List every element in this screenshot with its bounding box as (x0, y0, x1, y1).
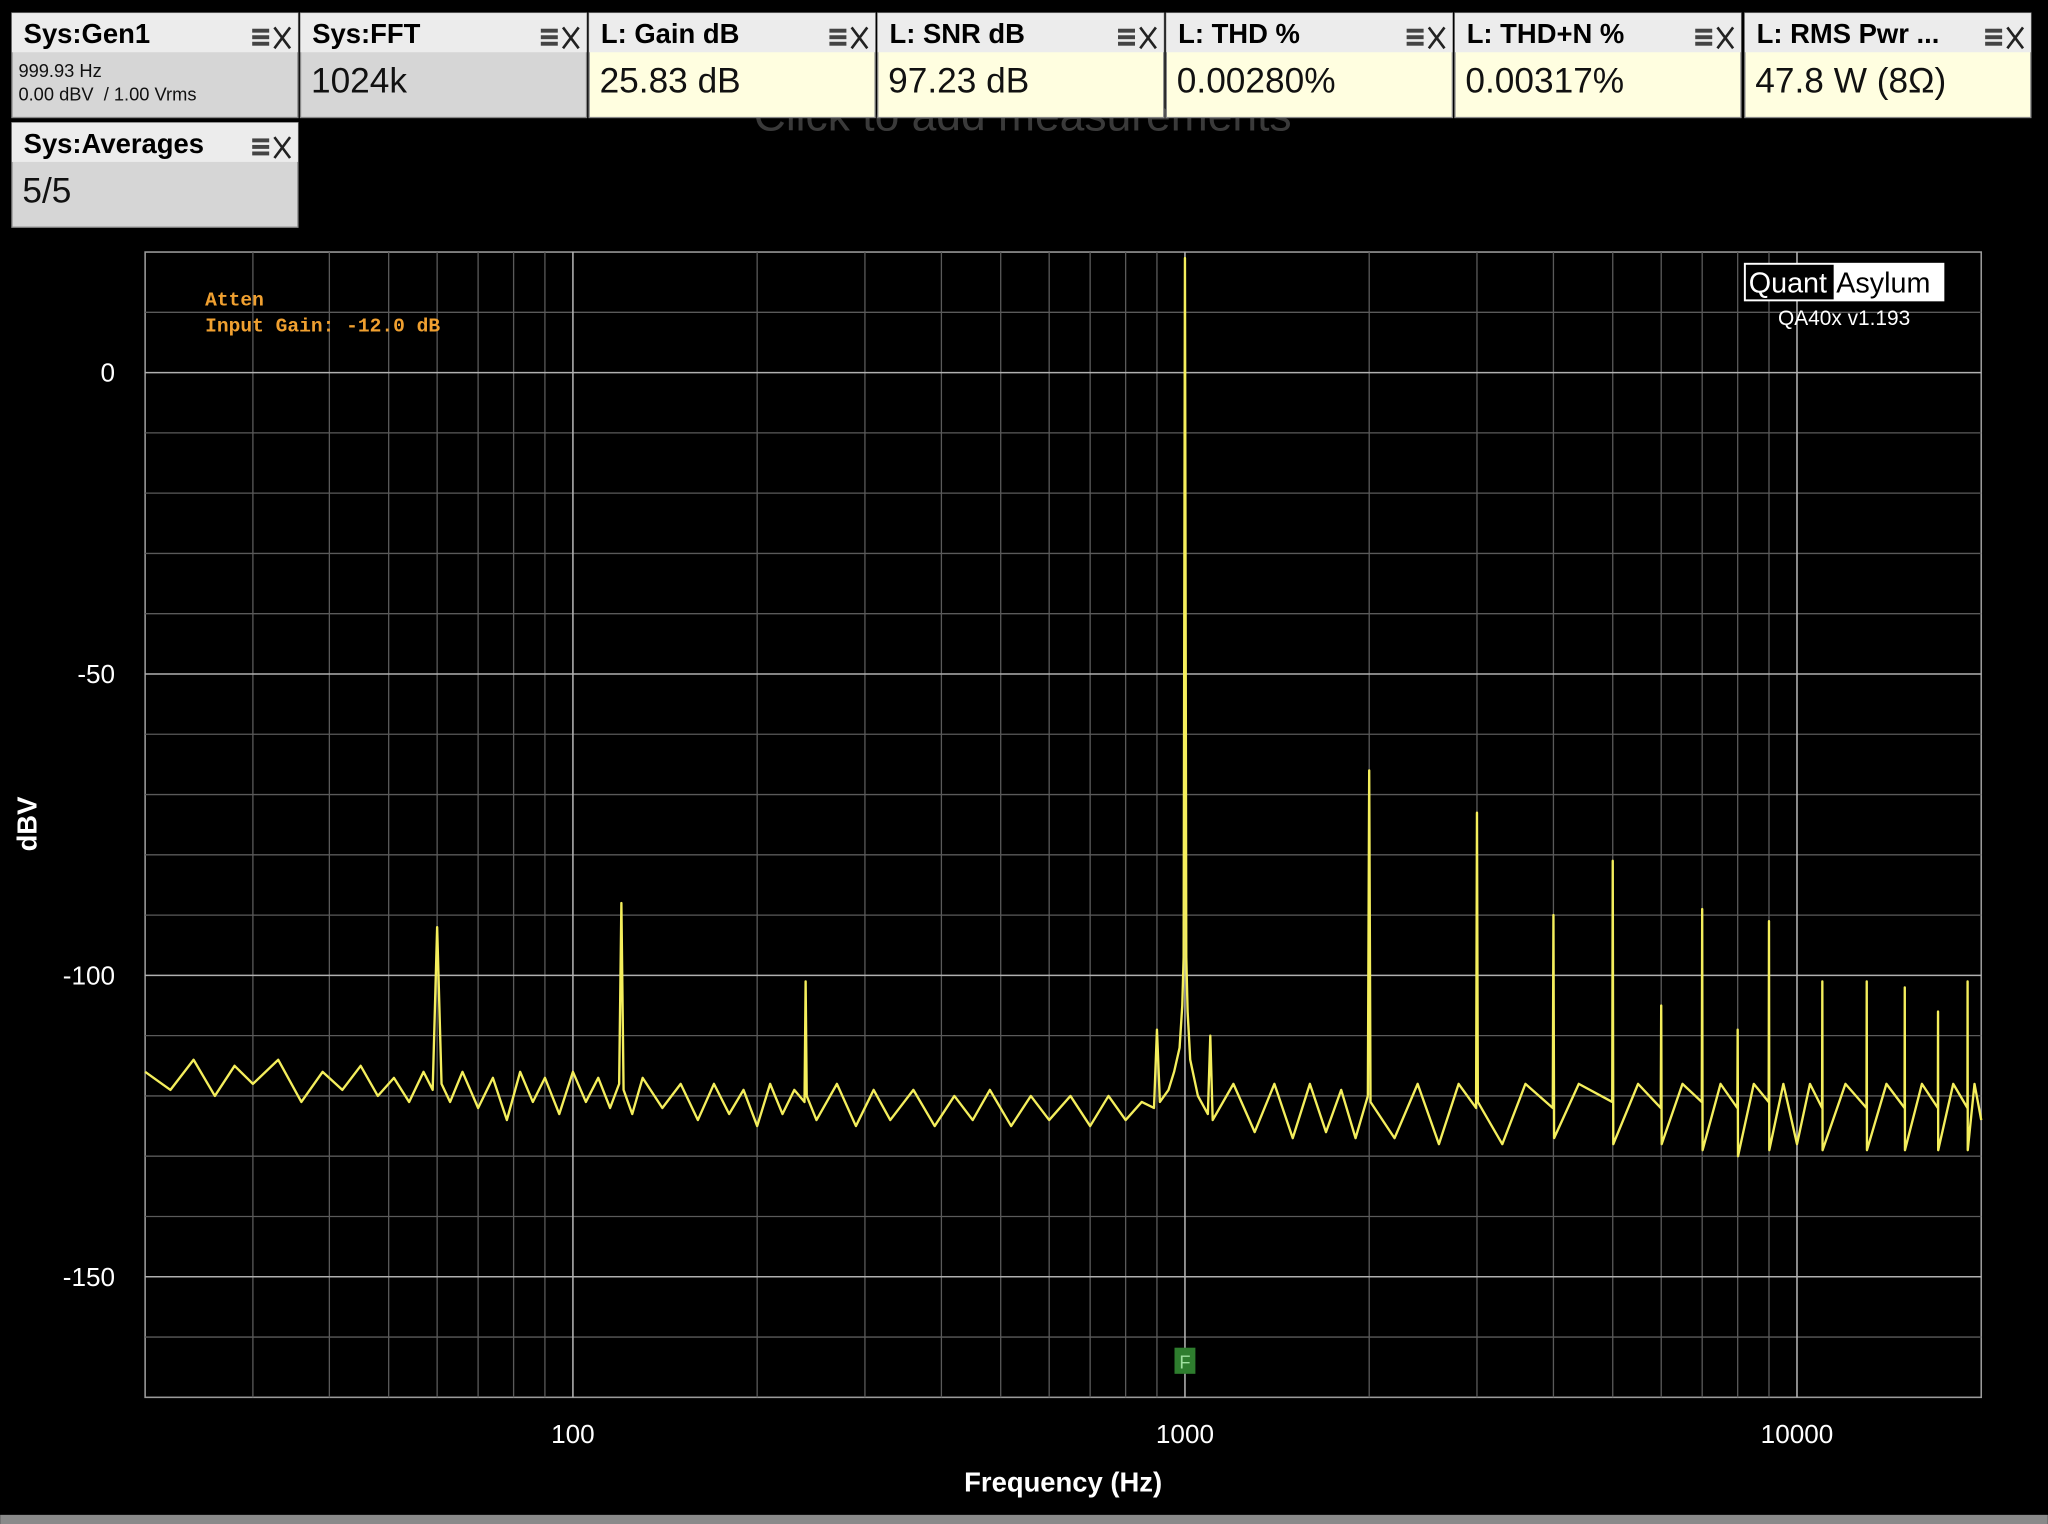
menu-icon[interactable] (829, 35, 847, 40)
y-tick-label: -50 (77, 659, 115, 689)
panel-header (1454, 13, 1741, 53)
menu-icon[interactable] (540, 41, 558, 46)
panel-title: L: THD+N % (1467, 18, 1625, 49)
panel-header (1166, 13, 1453, 53)
y-tick-label: 0 (101, 358, 116, 388)
panel-title: L: Gain dB (601, 18, 740, 49)
version-text: QA40x v1.193 (1778, 307, 1910, 330)
close-icon[interactable] (561, 26, 580, 50)
panel-title: L: SNR dB (889, 18, 1024, 49)
menu-icon[interactable] (1985, 41, 2003, 46)
menu-icon[interactable] (1406, 35, 1424, 40)
panel-header (1744, 13, 2031, 53)
menu-icon[interactable] (1406, 41, 1424, 46)
measurement-panel[interactable]: L: Gain dB 25.83 dB (588, 12, 876, 119)
menu-icon[interactable] (1985, 28, 2003, 33)
frequency-marker-label: F (1179, 1352, 1190, 1373)
measurement-panel[interactable]: Sys:Averages 5/5 (11, 122, 299, 228)
menu-icon[interactable] (252, 144, 270, 149)
menu-icon[interactable] (829, 28, 847, 33)
menu-icon[interactable] (252, 35, 270, 40)
panel-header (11, 13, 298, 53)
panel-header (877, 13, 1164, 53)
annotation: Atten (205, 290, 264, 312)
panel-header (589, 13, 876, 53)
x-tick-label: 100 (551, 1419, 595, 1449)
close-icon[interactable] (273, 26, 292, 50)
annotation: Input Gain: -12.0 dB (205, 316, 440, 338)
menu-icon[interactable] (1118, 41, 1136, 46)
panel-title: Sys:Gen1 (24, 18, 150, 49)
logo-highlight (1833, 263, 1944, 301)
menu-icon[interactable] (252, 138, 270, 143)
menu-icon[interactable] (540, 28, 558, 33)
logo-text: Asylum (1836, 268, 1930, 300)
panel-header (11, 122, 298, 162)
frequency-marker[interactable] (1174, 1347, 1196, 1374)
menu-icon[interactable] (540, 35, 558, 40)
close-icon[interactable] (273, 136, 292, 159)
x-tick-label: 10000 (1761, 1419, 1834, 1449)
panel-detail: 0.00 dBV / 1.00 Vrms (18, 84, 196, 105)
panel-title: Sys:Averages (24, 128, 204, 159)
plot-area (144, 251, 1983, 1399)
panel-value: 47.8 W (8Ω) (1755, 62, 1946, 101)
measurement-panel[interactable]: Sys:FFT 1024k (299, 12, 588, 119)
measurement-panel[interactable]: L: THD+N % 0.00317% (1454, 12, 1742, 119)
menu-icon[interactable] (252, 151, 270, 156)
y-tick-label: -100 (63, 961, 115, 991)
status-bar (0, 1514, 2048, 1524)
close-icon[interactable] (1716, 26, 1735, 50)
close-icon[interactable] (1427, 26, 1446, 50)
menu-icon[interactable] (1695, 41, 1713, 46)
menu-icon[interactable] (1118, 28, 1136, 33)
close-icon[interactable] (1139, 26, 1157, 50)
menu-icon[interactable] (252, 28, 270, 33)
menu-icon[interactable] (1118, 35, 1136, 40)
panel-value: 25.83 dB (600, 62, 741, 101)
panel-value: 5/5 (22, 171, 71, 210)
panel-header (300, 13, 587, 53)
panel-value: 97.23 dB (888, 62, 1029, 101)
panel-value: 0.00317% (1465, 62, 1624, 101)
y-tick-label: -150 (63, 1262, 115, 1292)
panel-value: 1024k (311, 62, 407, 101)
menu-icon[interactable] (252, 41, 270, 46)
measurement-panel[interactable]: Sys:Gen1 999.93 Hz 0.00 dBV / 1.00 Vrms (11, 12, 299, 119)
x-axis-label: Frequency (Hz) (964, 1466, 1162, 1497)
measurement-panel[interactable]: L: THD % 0.00280% (1165, 12, 1453, 119)
panel-title: L: THD % (1178, 18, 1300, 49)
panel-title: L: RMS Pwr ... (1757, 18, 1940, 49)
menu-icon[interactable] (1985, 35, 2003, 40)
close-icon[interactable] (2006, 26, 2025, 50)
measurement-panel[interactable]: L: RMS Pwr ... 47.8 W (8Ω) (1744, 12, 2032, 119)
close-icon[interactable] (850, 26, 869, 50)
measurement-panel[interactable]: L: SNR dB 97.23 dB (877, 12, 1165, 119)
panel-detail: 999.93 Hz (18, 60, 101, 81)
x-tick-label: 1000 (1156, 1419, 1214, 1449)
y-axis-label: dBV (12, 796, 43, 852)
panel-title: Sys:FFT (312, 18, 420, 49)
menu-icon[interactable] (1406, 28, 1424, 33)
menu-icon[interactable] (829, 41, 847, 46)
menu-icon[interactable] (1695, 28, 1713, 33)
spectrum-line (144, 256, 1983, 1158)
logo-text: Quant (1749, 268, 1827, 300)
menu-icon[interactable] (1695, 35, 1713, 40)
panel-value: 0.00280% (1177, 62, 1336, 101)
